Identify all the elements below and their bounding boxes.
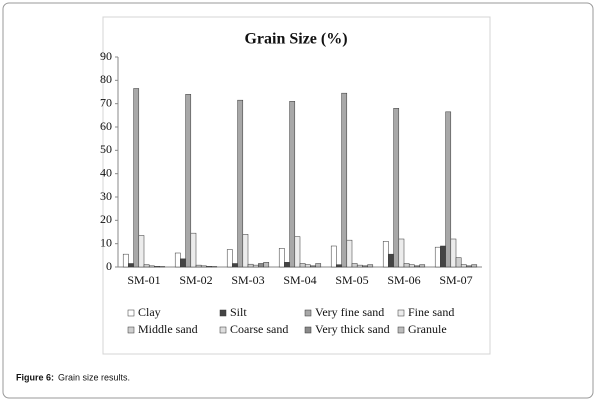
legend-swatch: [304, 326, 312, 334]
bar: [190, 232, 197, 268]
bar: [180, 258, 186, 268]
bar: [263, 262, 270, 268]
y-tick-label: 50: [100, 142, 112, 156]
caption-label: Figure 6:: [16, 372, 54, 382]
bar: [242, 234, 249, 268]
legend-label: Coarse sand: [230, 322, 288, 336]
bar: [434, 246, 441, 268]
bar: [122, 253, 129, 268]
legend-label: Very thick sand: [315, 322, 390, 336]
bar: [310, 265, 316, 268]
bar: [362, 265, 368, 268]
bar: [294, 236, 301, 268]
legend-label: Granule: [408, 322, 447, 336]
bar: [174, 252, 181, 268]
bar: [471, 264, 478, 268]
x-tick-label: SM-04: [283, 273, 316, 287]
y-tick-label: 80: [100, 72, 112, 86]
bar: [299, 263, 306, 268]
legend-swatch: [127, 326, 135, 334]
bar: [195, 264, 202, 268]
bar: [206, 266, 212, 268]
bar: [445, 111, 452, 268]
bar: [455, 257, 462, 268]
bar: [258, 263, 264, 268]
bar: [403, 263, 410, 268]
bar: [315, 263, 322, 268]
legend-swatch: [397, 326, 405, 334]
legend-swatch: [304, 309, 312, 317]
bar: [330, 245, 337, 268]
y-tick-label: 0: [106, 259, 112, 273]
legend-label: Fine sand: [408, 305, 454, 319]
x-tick-label: SM-05: [335, 273, 368, 287]
legend-swatch: [397, 309, 405, 317]
bar: [440, 245, 446, 268]
x-tick-label: SM-06: [387, 273, 420, 287]
bar: [284, 262, 290, 268]
bar: [388, 253, 394, 268]
bar: [252, 264, 259, 268]
bar: [133, 88, 140, 268]
bar: [414, 265, 420, 268]
legend-swatch: [127, 309, 135, 317]
y-tick-label: 30: [100, 189, 112, 203]
bar: [185, 94, 192, 268]
x-tick-label: SM-07: [439, 273, 472, 287]
bar: [138, 235, 145, 268]
legend-label: Very fine sand: [315, 305, 384, 319]
bar: [154, 266, 160, 268]
legend-label: Silt: [230, 305, 247, 319]
y-tick-label: 90: [100, 49, 112, 63]
bar: [289, 101, 296, 268]
bar: [398, 238, 405, 268]
legend-swatch: [219, 309, 227, 317]
chart-title: Grain Size (%): [244, 31, 347, 48]
bar: [466, 265, 472, 268]
bar: [304, 264, 311, 268]
bar: [450, 238, 457, 268]
bar: [393, 108, 400, 268]
bar: [460, 264, 467, 268]
bar: [351, 263, 358, 268]
x-tick-label: SM-02: [179, 273, 212, 287]
bar: [232, 263, 238, 268]
bar: [356, 264, 363, 268]
chart-frame: [102, 16, 491, 355]
y-tick-label: 70: [100, 95, 112, 109]
legend-label: Clay: [138, 305, 161, 319]
bar: [237, 99, 244, 268]
bar: [200, 265, 207, 268]
bar: [346, 239, 353, 268]
y-tick-label: 10: [100, 235, 112, 249]
y-tick-label: 60: [100, 119, 112, 133]
bar: [278, 248, 285, 268]
y-tick-label: 40: [100, 165, 112, 179]
bar: [143, 264, 150, 268]
bar: [367, 264, 374, 268]
bar: [341, 92, 348, 268]
legend-label: Middle sand: [138, 322, 198, 336]
bar: [128, 263, 134, 268]
bar: [336, 264, 342, 268]
bar: [148, 265, 155, 268]
bar: [247, 263, 254, 268]
caption-text: Grain size results.: [58, 372, 130, 382]
x-tick-label: SM-01: [127, 273, 160, 287]
bar: [408, 264, 415, 268]
x-tick-label: SM-03: [231, 273, 264, 287]
bar: [382, 241, 389, 268]
legend-swatch: [219, 326, 227, 334]
bar: [419, 264, 426, 268]
y-tick-label: 20: [100, 212, 112, 226]
bar: [226, 249, 233, 268]
